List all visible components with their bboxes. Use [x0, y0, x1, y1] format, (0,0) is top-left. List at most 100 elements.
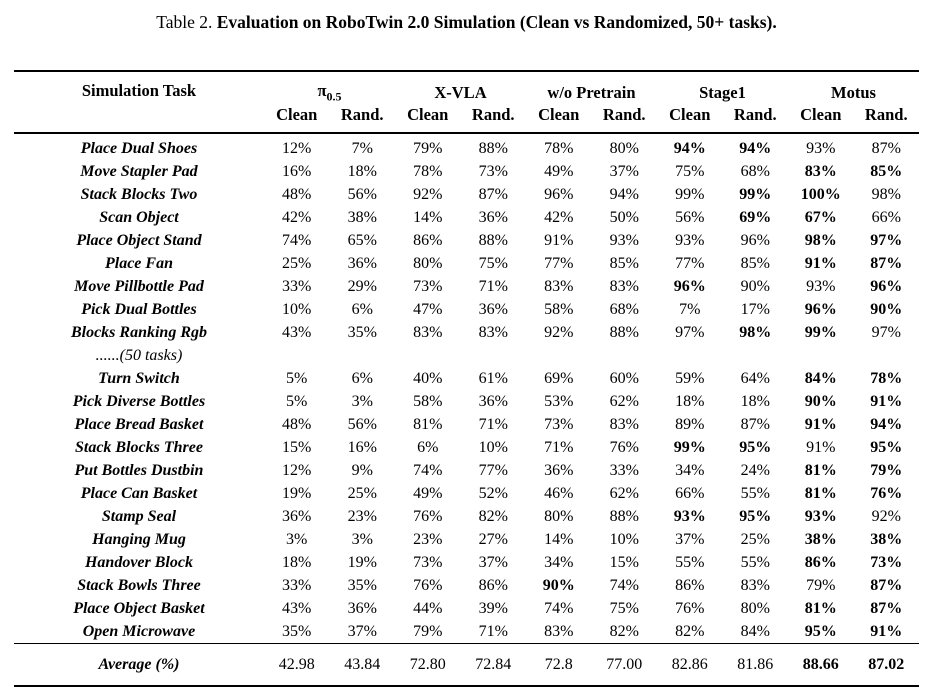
- value-cell: 10%: [609, 531, 639, 549]
- value-cell: 80%: [740, 600, 770, 618]
- task-cell: Place Object Basket: [73, 600, 205, 618]
- table-row: Move Pillbottle Pad 33% 29% 73% 71% 83% 83% 96%…: [14, 275, 919, 298]
- value-cell: 36%: [478, 301, 508, 319]
- task-cell: Stamp Seal: [101, 508, 177, 526]
- value-cell: 23%: [413, 531, 443, 549]
- value-cell: 75%: [675, 163, 705, 181]
- table-caption: Table 2. Evaluation on RoboTwin 2.0 Simu…: [0, 12, 933, 33]
- value-cell: [854, 344, 920, 367]
- value-cell: 84%: [804, 370, 837, 388]
- task-cell: Hanging Mug: [92, 531, 186, 549]
- table-row: Place Fan 25% 36% 80% 75% 77% 85% 77% 85% 91% 87%: [14, 252, 919, 275]
- value-cell: 95%: [804, 623, 837, 641]
- value-cell: [788, 344, 854, 367]
- value-cell: 78%: [870, 370, 903, 388]
- value-cell: 86%: [675, 577, 705, 595]
- value-cell: 98%: [871, 186, 901, 204]
- value-cell: 91%: [806, 439, 836, 457]
- value-cell: 81%: [804, 462, 837, 480]
- caption-prefix: Table 2.: [156, 12, 217, 32]
- task-cell: Place Object Stand: [76, 232, 202, 250]
- paper-page: Table 2. Evaluation on RoboTwin 2.0 Simu…: [0, 12, 933, 700]
- value-cell: 71%: [478, 278, 508, 296]
- table-row: Stack Blocks Two 48% 56% 92% 87% 96% 94% 99% 99%…: [14, 183, 919, 206]
- value-cell: 91%: [870, 393, 903, 411]
- table-row: Move Stapler Pad 16% 18% 78% 73% 49% 37% 75% 68%…: [14, 160, 919, 183]
- value-cell: 96%: [740, 232, 770, 250]
- value-cell: 3%: [286, 531, 308, 549]
- value-cell: 79%: [413, 623, 443, 641]
- value-cell: 93%: [673, 508, 706, 526]
- value-cell: 94%: [609, 186, 639, 204]
- value-cell: 67%: [804, 209, 837, 227]
- value-cell: 3%: [351, 531, 373, 549]
- table-row: Place Object Stand 74% 65% 86% 88% 91% 93% 93% 9…: [14, 229, 919, 252]
- value-cell: 88%: [609, 324, 639, 342]
- value-cell: 95%: [739, 439, 772, 457]
- value-cell: [526, 344, 592, 367]
- value-cell: 83%: [609, 278, 639, 296]
- value-cell: 49%: [413, 485, 443, 503]
- value-cell: 37%: [478, 554, 508, 572]
- value-cell: 100%: [800, 186, 841, 204]
- value-cell: [591, 344, 657, 367]
- table-row: Place Dual Shoes 12% 7% 79% 88% 78% 80% 94% 94% 9…: [14, 133, 919, 160]
- value-cell: 48%: [282, 416, 312, 434]
- subheader-rand: Rand.: [853, 105, 920, 135]
- value-cell: 97%: [871, 324, 901, 342]
- value-cell: 87%: [870, 255, 903, 273]
- value-cell: 14%: [413, 209, 443, 227]
- value-cell: 90%: [804, 393, 837, 411]
- value-cell: 43%: [282, 324, 312, 342]
- value-cell: 95%: [739, 508, 772, 526]
- value-cell: 16%: [282, 163, 312, 181]
- task-cell: Turn Switch: [98, 370, 180, 388]
- value-cell: 73%: [544, 416, 574, 434]
- value-cell: 77%: [478, 462, 508, 480]
- value-cell: 56%: [347, 416, 377, 434]
- value-cell: [264, 344, 330, 367]
- table-row: Stack Bowls Three 33% 35% 76% 86% 90% 74% 86% 83…: [14, 574, 919, 597]
- value-cell: 36%: [478, 209, 508, 227]
- value-cell: 93%: [804, 508, 837, 526]
- value-cell: 83%: [609, 416, 639, 434]
- value-cell: 92%: [544, 324, 574, 342]
- task-cell: Handover Block: [84, 554, 193, 572]
- value-cell: 78%: [413, 163, 443, 181]
- value-cell: 6%: [351, 370, 373, 388]
- subheader-rand: Rand.: [591, 105, 657, 135]
- results-table: Simulation Task π0.5 X-VLA w/o Pretrain Stag…: [13, 70, 920, 688]
- value-cell: 16%: [347, 439, 377, 457]
- table-row: Stack Blocks Three 15% 16% 6% 10% 71% 76% 99% 95…: [14, 436, 919, 459]
- value-cell: 91%: [870, 623, 903, 641]
- value-cell: 79%: [413, 140, 443, 158]
- value-cell: 94%: [870, 416, 903, 434]
- value-cell: 36%: [544, 462, 574, 480]
- value-cell: 76%: [609, 439, 639, 457]
- value-cell: 55%: [675, 554, 705, 572]
- value-cell: 81%: [413, 416, 443, 434]
- value-cell: 68%: [740, 163, 770, 181]
- value-cell: 73%: [413, 278, 443, 296]
- value-cell: 12%: [282, 462, 312, 480]
- value-cell: 85%: [609, 255, 639, 273]
- value-cell: 36%: [282, 508, 312, 526]
- table-row: Turn Switch 5% 6% 40% 61% 69% 60% 59% 64% 84% 78%: [14, 367, 919, 390]
- task-cell: Stack Bowls Three: [77, 577, 201, 595]
- value-cell: 17%: [740, 301, 770, 319]
- value-cell: 86%: [413, 232, 443, 250]
- value-cell: 6%: [351, 301, 373, 319]
- value-cell: 73%: [413, 554, 443, 572]
- value-cell: 60%: [609, 370, 639, 388]
- task-cell: Move Pillbottle Pad: [74, 278, 204, 296]
- value-cell: 19%: [347, 554, 377, 572]
- value-cell: 62%: [609, 485, 639, 503]
- value-cell: 44%: [413, 600, 443, 618]
- value-cell: 37%: [675, 531, 705, 549]
- value-cell: 76%: [675, 600, 705, 618]
- group-header-stage1: Stage1: [699, 82, 746, 102]
- value-cell: 27%: [478, 531, 508, 549]
- table-row: Place Can Basket 19% 25% 49% 52% 46% 62% 66% 55%…: [14, 482, 919, 505]
- table-row: Place Object Basket 43% 36% 44% 39% 74% 75% 76%…: [14, 597, 919, 620]
- value-cell: 83%: [544, 278, 574, 296]
